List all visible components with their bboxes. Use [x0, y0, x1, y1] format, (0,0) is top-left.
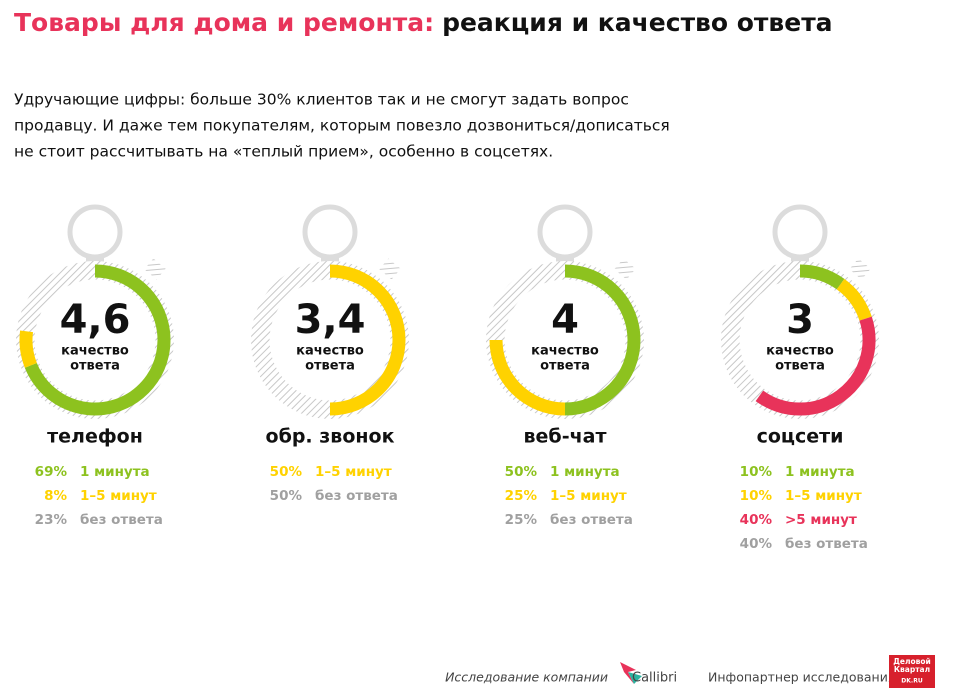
- legend-label: 1–5 минут: [80, 488, 157, 504]
- callibri-icon: [628, 672, 642, 684]
- side-button: [849, 258, 871, 280]
- legend-value: 40%: [740, 536, 773, 552]
- legend-label: 1–5 минут: [785, 488, 862, 504]
- legend-value: 10%: [740, 488, 773, 504]
- title-accent: Товары для дома и ремонта:: [14, 8, 434, 37]
- score-label: качество: [61, 344, 129, 359]
- arc-segment: [489, 339, 566, 416]
- legend-label: 1 минута: [550, 464, 620, 480]
- legend-value: 50%: [270, 488, 303, 504]
- legend-value: 8%: [44, 488, 67, 504]
- partner-logo-text: Деловой: [893, 657, 931, 666]
- legend-label: >5 минут: [785, 512, 857, 528]
- chart-title: обр. звонок: [266, 426, 395, 448]
- crown-ring: [537, 204, 593, 260]
- footer-text: Исследование компании: [445, 670, 608, 685]
- legend-value: 50%: [270, 464, 303, 480]
- arc-segment: [836, 278, 872, 321]
- score: 3,4: [295, 297, 366, 343]
- dial-face: [739, 279, 861, 401]
- chart-title: веб-чат: [524, 426, 607, 448]
- dial-face: [504, 279, 626, 401]
- legend-value: 50%: [505, 464, 538, 480]
- score: 4: [551, 297, 579, 343]
- score-label: ответа: [540, 359, 590, 374]
- crown-ring: [67, 204, 123, 260]
- legend-label: 1–5 минут: [550, 488, 627, 504]
- intro-line: Удручающие цифры: больше 30% клиентов та…: [14, 91, 629, 109]
- score-label: качество: [531, 344, 599, 359]
- score: 4,6: [60, 297, 131, 343]
- chart-title: телефон: [47, 426, 143, 448]
- legend-value: 23%: [35, 512, 68, 528]
- side-button: [144, 258, 166, 280]
- side-button: [614, 258, 636, 280]
- partner-logo-text: Квартал: [894, 665, 930, 674]
- score-label: качество: [766, 344, 834, 359]
- score-label: ответа: [305, 359, 355, 374]
- intro-line: не стоит рассчитывать на «теплый прием»,…: [14, 143, 553, 161]
- chart-title: соцсети: [757, 426, 844, 448]
- partner-logo: [889, 655, 935, 688]
- crown-ring: [772, 204, 828, 260]
- legend-value: 10%: [740, 464, 773, 480]
- legend-value: 25%: [505, 488, 538, 504]
- legend-value: 40%: [740, 512, 773, 528]
- footer-company: Callibri: [632, 671, 677, 686]
- score-label: ответа: [775, 359, 825, 374]
- side-button: [379, 258, 401, 280]
- arc-segment: [564, 264, 641, 416]
- arc-segment: [755, 316, 876, 416]
- intro-line: продавцу. И даже тем покупателям, которы…: [14, 117, 670, 135]
- dial-face: [34, 279, 156, 401]
- legend-value: 69%: [35, 464, 68, 480]
- arc-segment: [19, 330, 37, 368]
- score-label: качество: [296, 344, 364, 359]
- legend-label: без ответа: [550, 512, 633, 528]
- arc-segment: [799, 264, 845, 290]
- title: реакция и качество ответа: [442, 8, 832, 37]
- legend-label: без ответа: [80, 512, 163, 528]
- score: 3: [786, 297, 814, 343]
- legend-label: 1 минута: [785, 464, 855, 480]
- partner-site: DK.RU: [901, 678, 923, 685]
- score-label: ответа: [70, 359, 120, 374]
- legend-value: 25%: [505, 512, 538, 528]
- callibri-icon: [620, 662, 636, 684]
- footer-text: Инфопартнер исследования: [708, 670, 895, 685]
- arc-segment: [329, 264, 406, 416]
- crown-ring: [302, 204, 358, 260]
- legend-label: 1 минута: [80, 464, 150, 480]
- legend-label: 1–5 минут: [315, 464, 392, 480]
- dial-face: [269, 279, 391, 401]
- legend-label: без ответа: [315, 488, 398, 504]
- arc-segment: [24, 264, 171, 416]
- legend-label: без ответа: [785, 536, 868, 552]
